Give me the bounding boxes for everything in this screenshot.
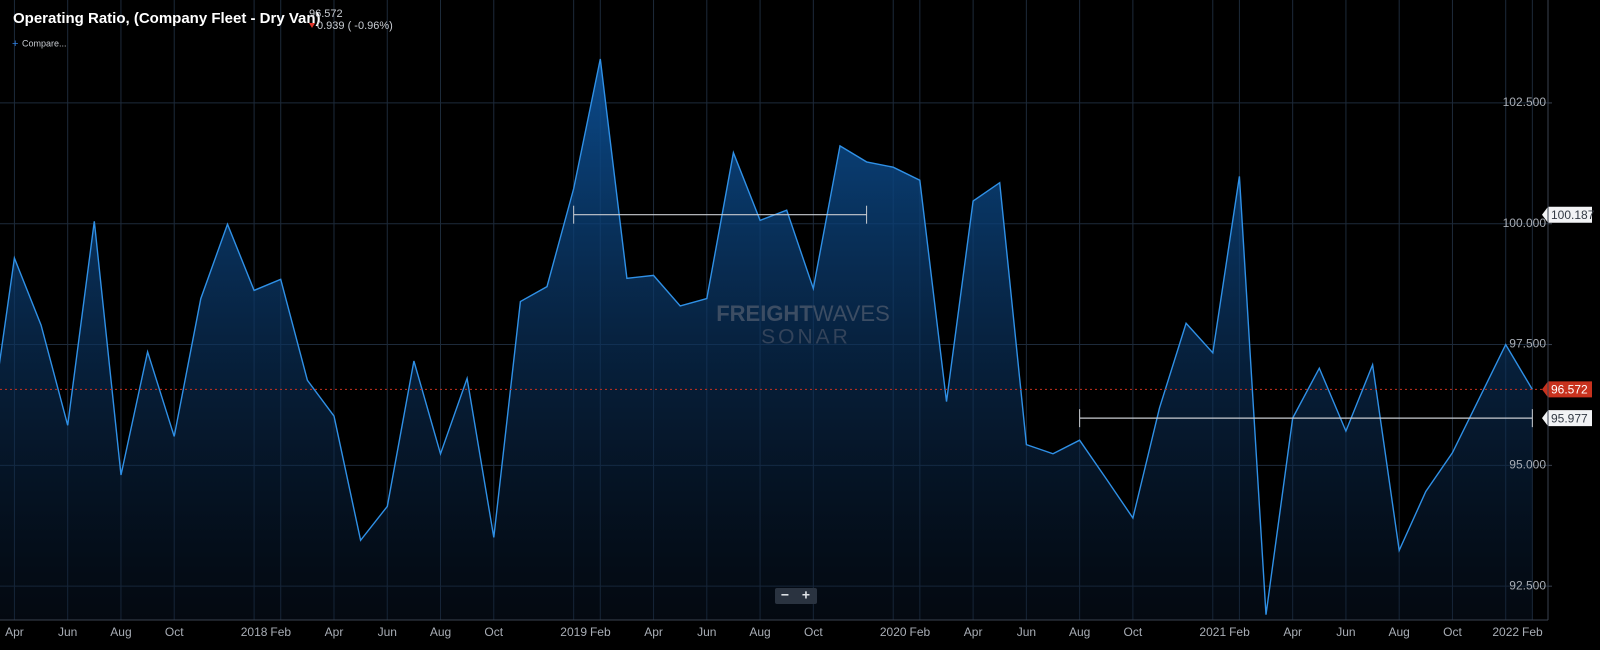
reference-flag [1542, 381, 1592, 398]
x-tick-label: Feb [1229, 625, 1250, 639]
x-tick-label: Apr [325, 625, 344, 639]
reference-label: 96.572 [1551, 383, 1588, 397]
change: 0.939 ( -0.96%) [317, 20, 393, 32]
x-tick-label: Aug [1069, 625, 1090, 639]
x-tick-label: 2020 [880, 625, 907, 639]
x-tick-label: Oct [165, 625, 184, 639]
compare-label: Compare... [22, 38, 67, 48]
y-tick-label: 92.500 [1509, 578, 1546, 592]
x-tick-label: Oct [484, 625, 503, 639]
x-tick-label: Jun [1336, 625, 1355, 639]
zoom-controls: − + [775, 587, 817, 604]
x-tick-label: Aug [1389, 625, 1410, 639]
watermark-sub: SONAR [761, 326, 851, 349]
chart-title: Operating Ratio, (Company Fleet - Dry Va… [13, 10, 321, 27]
x-tick-label: 2018 [241, 625, 268, 639]
x-tick-label: Jun [378, 625, 397, 639]
average-label: 95.977 [1551, 411, 1588, 425]
x-tick-label: Oct [1443, 625, 1462, 639]
line [0, 58, 1533, 615]
y-tick-label: 100.000 [1503, 216, 1547, 230]
x-tick-label: 2021 [1199, 625, 1226, 639]
x-tick-label: Feb [590, 625, 611, 639]
x-tick-label: Aug [110, 625, 131, 639]
current-value: 96.572 [309, 8, 343, 20]
plot-area [0, 58, 1533, 620]
compare-button[interactable]: + Compare... [12, 38, 67, 50]
zoom-in[interactable]: + [802, 587, 810, 603]
watermark-light: WAVES [813, 301, 890, 326]
average-label: 100.187 [1551, 208, 1595, 222]
x-tick-label: Feb [1522, 625, 1543, 639]
x-tick-label: Feb [910, 625, 931, 639]
average-flag [1542, 206, 1592, 223]
average-flag [1542, 410, 1592, 427]
x-tick-label: Apr [1283, 625, 1302, 639]
x-tick-label: 2022 [1492, 625, 1519, 639]
x-tick-label: Apr [5, 625, 24, 639]
x-tick-label: 2019 [560, 625, 587, 639]
down-arrow [309, 23, 315, 28]
x-tick-label: Oct [804, 625, 823, 639]
x-tick-label: Aug [749, 625, 770, 639]
x-tick-label: Feb [270, 625, 291, 639]
compare-plus: + [12, 38, 18, 50]
watermark: FREIGHTWAVES SONAR [716, 301, 890, 349]
y-tick-label: 97.500 [1509, 337, 1546, 351]
watermark-bold: FREIGHT [716, 301, 813, 326]
x-tick-label: Jun [58, 625, 77, 639]
zoom-out[interactable]: − [781, 587, 789, 603]
x-tick-label: Oct [1124, 625, 1143, 639]
x-tick-label: Apr [644, 625, 663, 639]
x-tick-label: Apr [964, 625, 983, 639]
x-tick-label: Jun [697, 625, 716, 639]
y-tick-label: 102.500 [1503, 95, 1547, 109]
watermark-text: FREIGHTWAVES [716, 301, 890, 326]
overlay: 92.500 95.000 97.500 100.000 102.500 Apr Jun Au… [0, 95, 1595, 639]
x-tick-label: Jun [1017, 625, 1036, 639]
y-tick-label: 95.000 [1509, 458, 1546, 472]
zoom-bg [775, 588, 817, 604]
x-tick-label: Aug [430, 625, 451, 639]
area [0, 59, 1533, 620]
